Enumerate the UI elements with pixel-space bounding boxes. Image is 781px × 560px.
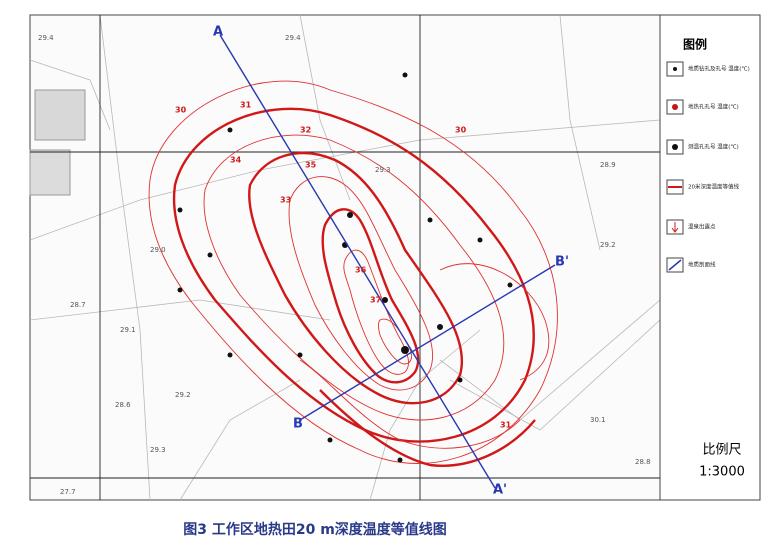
contour-label: 35	[305, 161, 317, 170]
section-lines	[219, 34, 556, 489]
contour-label: 34	[230, 156, 242, 165]
caption: 图3 工作区地热田20 m深度温度等值线图	[183, 521, 447, 538]
point-value: 29.2	[600, 241, 616, 249]
grid	[30, 15, 660, 500]
section-label: A'	[493, 483, 507, 498]
point-value: 29.2	[175, 391, 191, 399]
legend-item: 地质钻孔及孔号 温度(℃)	[688, 65, 750, 73]
point-value: 28.9	[600, 161, 616, 169]
scale-title: 比例尺	[702, 443, 741, 458]
contour-label: 32	[300, 126, 311, 135]
point-value: 29.4	[38, 34, 54, 42]
point-value: 29.1	[120, 326, 136, 334]
point-value: 29.0	[150, 246, 166, 254]
point-value: 28.8	[635, 458, 651, 466]
legend-item: 温泉出露点	[688, 223, 716, 231]
point-value: 30.1	[590, 416, 606, 424]
section-label: A	[213, 25, 223, 40]
point-value: 29.4	[285, 34, 301, 42]
legend-item: 20米深度温度等值线	[688, 183, 739, 191]
legend-title: 图例	[683, 37, 707, 52]
isotherms	[148, 80, 558, 467]
legend-item: 地热孔孔号 温度(℃)	[688, 103, 739, 111]
contour-label: 31	[500, 421, 512, 430]
contour-label: 30	[455, 126, 467, 135]
point-value: 28.7	[70, 301, 86, 309]
scale-value: 1:3000	[699, 465, 745, 480]
point-value: 27.7	[60, 488, 76, 496]
section-label: B'	[555, 255, 569, 270]
contour-label: 33	[280, 196, 291, 205]
contour-label: 36	[355, 266, 367, 275]
contour-label: 30	[175, 106, 187, 115]
contour-label: 37	[370, 296, 381, 305]
legend: 图例 比例尺 1:3000	[659, 14, 761, 501]
point-value: 28.6	[115, 401, 131, 409]
section-label: B	[293, 417, 303, 432]
legend-item: 地质剖面线	[688, 261, 716, 269]
base-map	[29, 14, 661, 501]
legend-item: 测温孔孔号 温度(℃)	[688, 143, 739, 151]
contour-label: 31	[240, 101, 252, 110]
point-value: 29.3	[150, 446, 166, 454]
boreholes	[177, 72, 513, 463]
point-value: 29.3	[375, 166, 391, 174]
